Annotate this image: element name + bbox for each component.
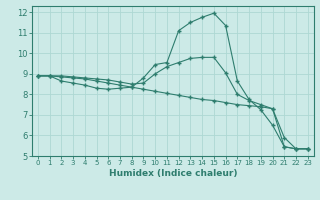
X-axis label: Humidex (Indice chaleur): Humidex (Indice chaleur) [108, 169, 237, 178]
